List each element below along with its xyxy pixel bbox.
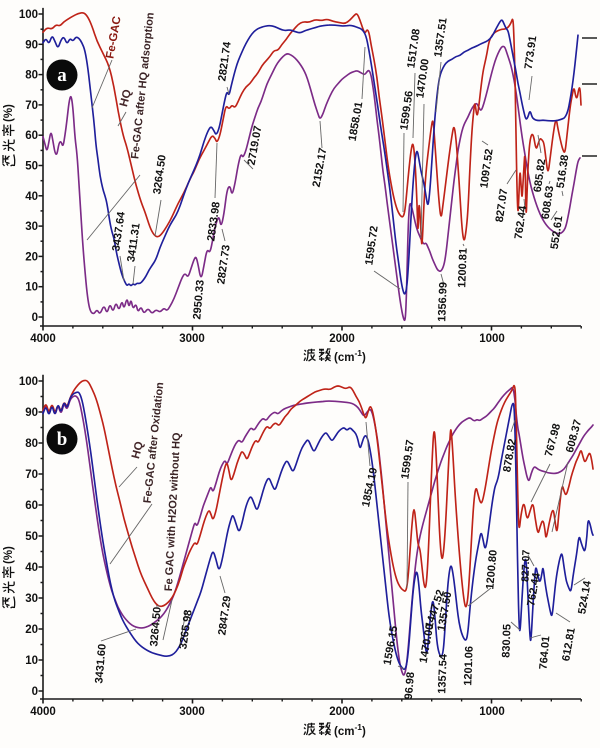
svg-text:4000: 4000 (30, 706, 56, 718)
svg-text:685.82: 685.82 (532, 158, 549, 193)
svg-text:b: b (57, 429, 68, 450)
svg-text:1000: 1000 (479, 333, 505, 345)
svg-text:3000: 3000 (179, 706, 205, 718)
svg-text:2833.98: 2833.98 (205, 201, 222, 242)
svg-text:762.44: 762.44 (525, 571, 543, 607)
svg-text:1599.56: 1599.56 (398, 90, 415, 131)
svg-text:2000: 2000 (329, 333, 355, 345)
svg-text:10: 10 (25, 282, 38, 294)
svg-text:1517.08: 1517.08 (405, 28, 422, 69)
svg-text:1357.54: 1357.54 (436, 653, 449, 694)
svg-text:827.07: 827.07 (494, 188, 511, 223)
svg-text:100: 100 (19, 376, 38, 388)
svg-text:3265.98: 3265.98 (177, 609, 194, 650)
svg-text:96.98: 96.98 (403, 672, 417, 700)
svg-text:1599.57: 1599.57 (399, 439, 416, 480)
svg-text:1595.72: 1595.72 (363, 225, 380, 266)
svg-text:612.81: 612.81 (560, 627, 578, 662)
svg-text:80: 80 (25, 70, 38, 82)
svg-text:1000: 1000 (479, 706, 505, 718)
svg-text:0: 0 (32, 312, 38, 324)
svg-text:1097.52: 1097.52 (478, 148, 495, 189)
svg-text:a: a (57, 65, 67, 86)
svg-text:90: 90 (25, 39, 38, 51)
svg-text:552.61: 552.61 (549, 215, 566, 250)
svg-text:60: 60 (25, 130, 38, 142)
svg-text:90: 90 (25, 407, 38, 419)
svg-text:3431.60: 3431.60 (93, 643, 108, 684)
svg-text:2827.73: 2827.73 (215, 244, 232, 285)
svg-text:1201.06: 1201.06 (462, 646, 475, 686)
svg-text:524.14: 524.14 (576, 579, 594, 615)
svg-text:70: 70 (25, 469, 38, 481)
svg-text:764.01: 764.01 (538, 635, 553, 670)
svg-text:4000: 4000 (30, 333, 56, 345)
svg-text:40: 40 (25, 562, 38, 574)
svg-text:1200.81: 1200.81 (456, 248, 469, 288)
svg-text:30: 30 (25, 221, 38, 233)
svg-text:2000: 2000 (329, 706, 355, 718)
svg-text:0: 0 (32, 686, 38, 698)
svg-text:878.82: 878.82 (501, 438, 519, 473)
svg-text:50: 50 (25, 161, 38, 173)
svg-text:20: 20 (25, 251, 38, 263)
svg-text:60: 60 (25, 500, 38, 512)
svg-text:1200.80: 1200.80 (484, 549, 499, 590)
svg-text:762.44: 762.44 (513, 204, 530, 240)
svg-text:516.38: 516.38 (555, 154, 572, 189)
svg-text:100: 100 (19, 9, 38, 21)
svg-text:20: 20 (25, 624, 38, 636)
svg-text:608.63: 608.63 (540, 185, 557, 220)
svg-text:50: 50 (25, 531, 38, 543)
svg-text:(%): (%) (3, 104, 15, 122)
svg-text:2821.74: 2821.74 (216, 40, 234, 82)
svg-text:80: 80 (25, 438, 38, 450)
svg-text:773.91: 773.91 (523, 35, 540, 70)
svg-text:40: 40 (25, 191, 38, 203)
svg-text:827.07: 827.07 (519, 549, 532, 582)
svg-text:3000: 3000 (179, 333, 205, 345)
svg-text:3437.64: 3437.64 (110, 210, 128, 252)
svg-text:2950.33: 2950.33 (191, 279, 206, 320)
svg-text:3264.50: 3264.50 (151, 154, 168, 195)
svg-text:HQ: HQ (118, 88, 134, 108)
svg-text:(%): (%) (3, 546, 15, 564)
svg-text:70: 70 (25, 100, 38, 112)
svg-text:2847.29: 2847.29 (216, 595, 233, 636)
svg-text:1470.00: 1470.00 (414, 58, 431, 99)
svg-text:1357.51: 1357.51 (432, 17, 449, 58)
svg-text:10: 10 (25, 655, 38, 667)
svg-text:30: 30 (25, 593, 38, 605)
svg-text:830.05: 830.05 (500, 624, 513, 658)
svg-text:1356.99: 1356.99 (436, 282, 449, 322)
svg-text:HQ: HQ (130, 440, 146, 460)
svg-text:3264.50: 3264.50 (148, 606, 163, 647)
svg-text:3411.31: 3411.31 (125, 222, 142, 262)
